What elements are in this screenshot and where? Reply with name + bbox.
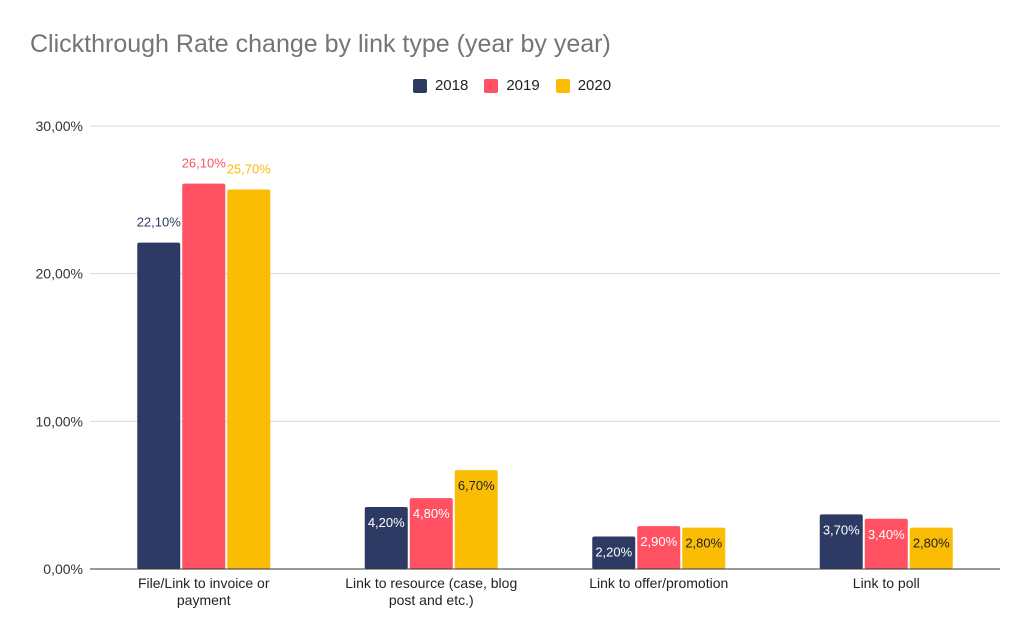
- bar-2020: [227, 189, 271, 569]
- bar-2018: [137, 242, 181, 569]
- y-tick-label: 0,00%: [43, 561, 83, 577]
- legend-item-2020: 2020: [555, 77, 612, 94]
- data-label: 2,20%: [595, 545, 632, 560]
- x-tick-label: post and etc.): [389, 592, 474, 608]
- legend-item-2018: 2018: [412, 77, 469, 94]
- bar-2019: [409, 498, 453, 569]
- bar-2020: [909, 527, 953, 569]
- legend-item-2019: 2019: [484, 77, 540, 94]
- bar-2018: [819, 514, 863, 569]
- data-label: 3,70%: [823, 522, 860, 537]
- data-label: 4,20%: [368, 515, 405, 530]
- legend-label: 2018: [434, 77, 469, 94]
- y-tick-label: 20,00%: [36, 266, 83, 282]
- legend-swatch: [484, 78, 499, 93]
- x-tick-label: Link to poll: [853, 575, 920, 591]
- bar-2019: [864, 518, 908, 569]
- legend-swatch: [412, 78, 427, 93]
- legend-swatch: [555, 78, 570, 93]
- data-label: 25,70%: [227, 161, 272, 176]
- data-label: 3,40%: [868, 527, 905, 542]
- bar-2020: [454, 470, 498, 569]
- x-tick-label: Link to offer/promotion: [589, 575, 728, 591]
- bar-2018: [592, 536, 636, 569]
- chart-title: Clickthrough Rate change by link type (y…: [30, 30, 611, 58]
- legend: 2018 2019 2020: [0, 77, 1024, 94]
- data-label: 26,10%: [182, 156, 227, 171]
- data-label: 4,80%: [413, 506, 450, 521]
- data-label: 2,90%: [640, 534, 677, 549]
- data-label: 2,80%: [913, 536, 950, 551]
- bar-2018: [364, 506, 408, 569]
- x-tick-label: payment: [177, 592, 231, 608]
- bar-2019: [637, 526, 681, 569]
- legend-label: 2019: [506, 77, 540, 94]
- data-label: 22,10%: [137, 215, 182, 230]
- legend-label: 2020: [577, 77, 612, 94]
- bar-2019: [182, 183, 226, 569]
- data-label: 2,80%: [685, 536, 722, 551]
- data-label: 6,70%: [458, 478, 495, 493]
- bar-2020: [682, 527, 726, 569]
- y-tick-label: 30,00%: [36, 118, 83, 134]
- x-tick-label: File/Link to invoice or: [138, 575, 270, 591]
- y-tick-label: 10,00%: [36, 413, 83, 429]
- x-tick-label: Link to resource (case, blog: [345, 575, 517, 591]
